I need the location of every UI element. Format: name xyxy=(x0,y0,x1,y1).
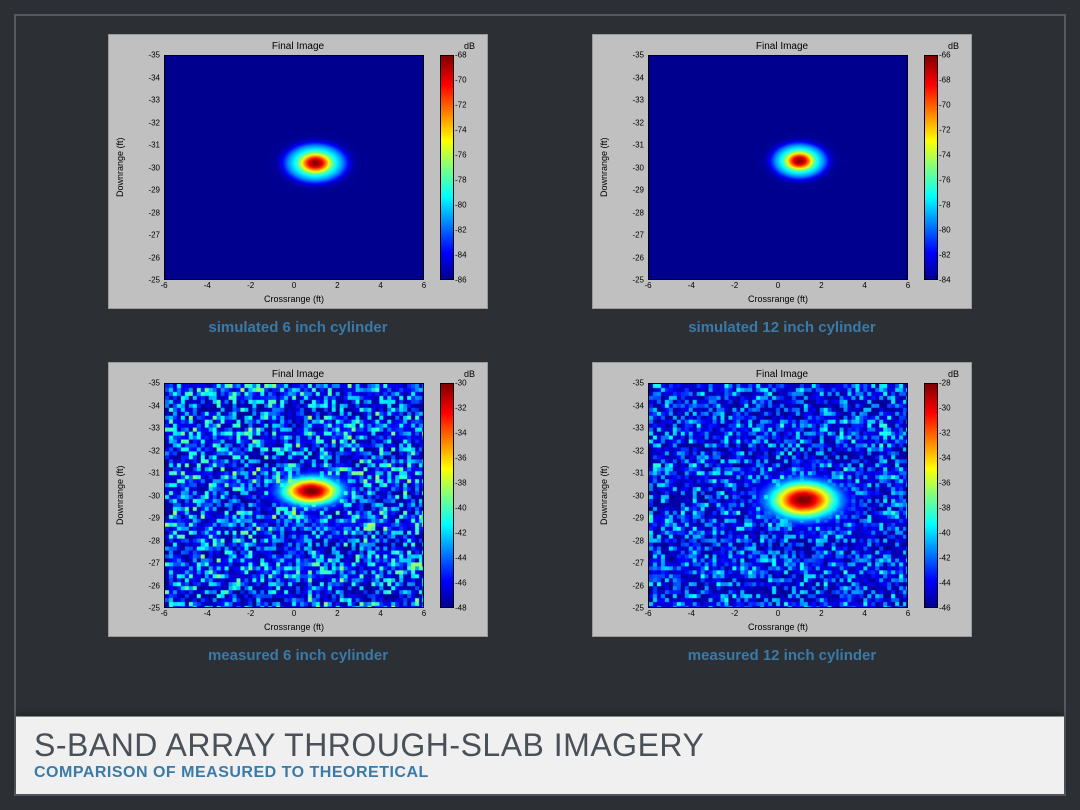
colorbar-ticks: -30-32-34-36-38-40-42-44-46-48 xyxy=(455,383,481,608)
plot-sim6: Final Image dB Downrange (ft) -35-34-33-… xyxy=(108,34,488,309)
x-axis-label: Crossrange (ft) xyxy=(648,622,908,632)
caption-sim6: simulated 6 inch cylinder xyxy=(208,319,387,336)
axes-area xyxy=(164,383,424,608)
colorbar-label: dB xyxy=(464,41,475,51)
plot-title: Final Image xyxy=(109,41,487,52)
colorbar-label: dB xyxy=(948,369,959,379)
cell-sim6: Final Image dB Downrange (ft) -35-34-33-… xyxy=(86,34,510,336)
caption-meas6: measured 6 inch cylinder xyxy=(208,647,388,664)
colorbar-ticks: -66-68-70-72-74-76-78-80-82-84 xyxy=(939,55,965,280)
axes-area xyxy=(648,55,908,280)
slide: Final Image dB Downrange (ft) -35-34-33-… xyxy=(0,0,1080,810)
title-block: S-BAND ARRAY THROUGH-SLAB IMAGERY COMPAR… xyxy=(16,716,1064,794)
cell-sim12: Final Image dB Downrange (ft) -35-34-33-… xyxy=(570,34,994,336)
cell-meas12: Final Image dB Downrange (ft) -35-34-33-… xyxy=(570,362,994,664)
plot-meas6: Final Image dB Downrange (ft) -35-34-33-… xyxy=(108,362,488,637)
y-ticks: -35-34-33-32-31-30-29-28-27-26-25 xyxy=(593,383,646,608)
cell-meas6: Final Image dB Downrange (ft) -35-34-33-… xyxy=(86,362,510,664)
x-axis-label: Crossrange (ft) xyxy=(164,622,424,632)
y-ticks: -35-34-33-32-31-30-29-28-27-26-25 xyxy=(593,55,646,280)
y-ticks: -35-34-33-32-31-30-29-28-27-26-25 xyxy=(109,55,162,280)
slide-frame: Final Image dB Downrange (ft) -35-34-33-… xyxy=(14,14,1066,796)
x-ticks: -6-4-20246 xyxy=(648,609,908,621)
x-ticks: -6-4-20246 xyxy=(164,281,424,293)
colorbar xyxy=(440,383,454,608)
plot-title: Final Image xyxy=(593,369,971,380)
colorbar-label: dB xyxy=(464,369,475,379)
heatmap-canvas xyxy=(649,56,907,279)
axes-area xyxy=(648,383,908,608)
colorbar-label: dB xyxy=(948,41,959,51)
slide-title: S-BAND ARRAY THROUGH-SLAB IMAGERY xyxy=(34,727,1046,764)
x-axis-label: Crossrange (ft) xyxy=(648,294,908,304)
plot-grid: Final Image dB Downrange (ft) -35-34-33-… xyxy=(16,34,1064,664)
colorbar xyxy=(440,55,454,280)
x-ticks: -6-4-20246 xyxy=(164,609,424,621)
x-axis-label: Crossrange (ft) xyxy=(164,294,424,304)
caption-meas12: measured 12 inch cylinder xyxy=(688,647,876,664)
x-ticks: -6-4-20246 xyxy=(648,281,908,293)
axes-area xyxy=(164,55,424,280)
plot-meas12: Final Image dB Downrange (ft) -35-34-33-… xyxy=(592,362,972,637)
slide-subtitle: COMPARISON OF MEASURED TO THEORETICAL xyxy=(34,764,1046,782)
colorbar-ticks: -28-30-32-34-36-38-40-42-44-46 xyxy=(939,383,965,608)
plot-title: Final Image xyxy=(109,369,487,380)
y-ticks: -35-34-33-32-31-30-29-28-27-26-25 xyxy=(109,383,162,608)
heatmap-canvas xyxy=(165,56,423,279)
caption-sim12: simulated 12 inch cylinder xyxy=(688,319,876,336)
plot-sim12: Final Image dB Downrange (ft) -35-34-33-… xyxy=(592,34,972,309)
heatmap-canvas xyxy=(649,384,907,607)
colorbar xyxy=(924,383,938,608)
colorbar-ticks: -68-70-72-74-76-78-80-82-84-86 xyxy=(455,55,481,280)
heatmap-canvas xyxy=(165,384,423,607)
colorbar xyxy=(924,55,938,280)
plot-title: Final Image xyxy=(593,41,971,52)
